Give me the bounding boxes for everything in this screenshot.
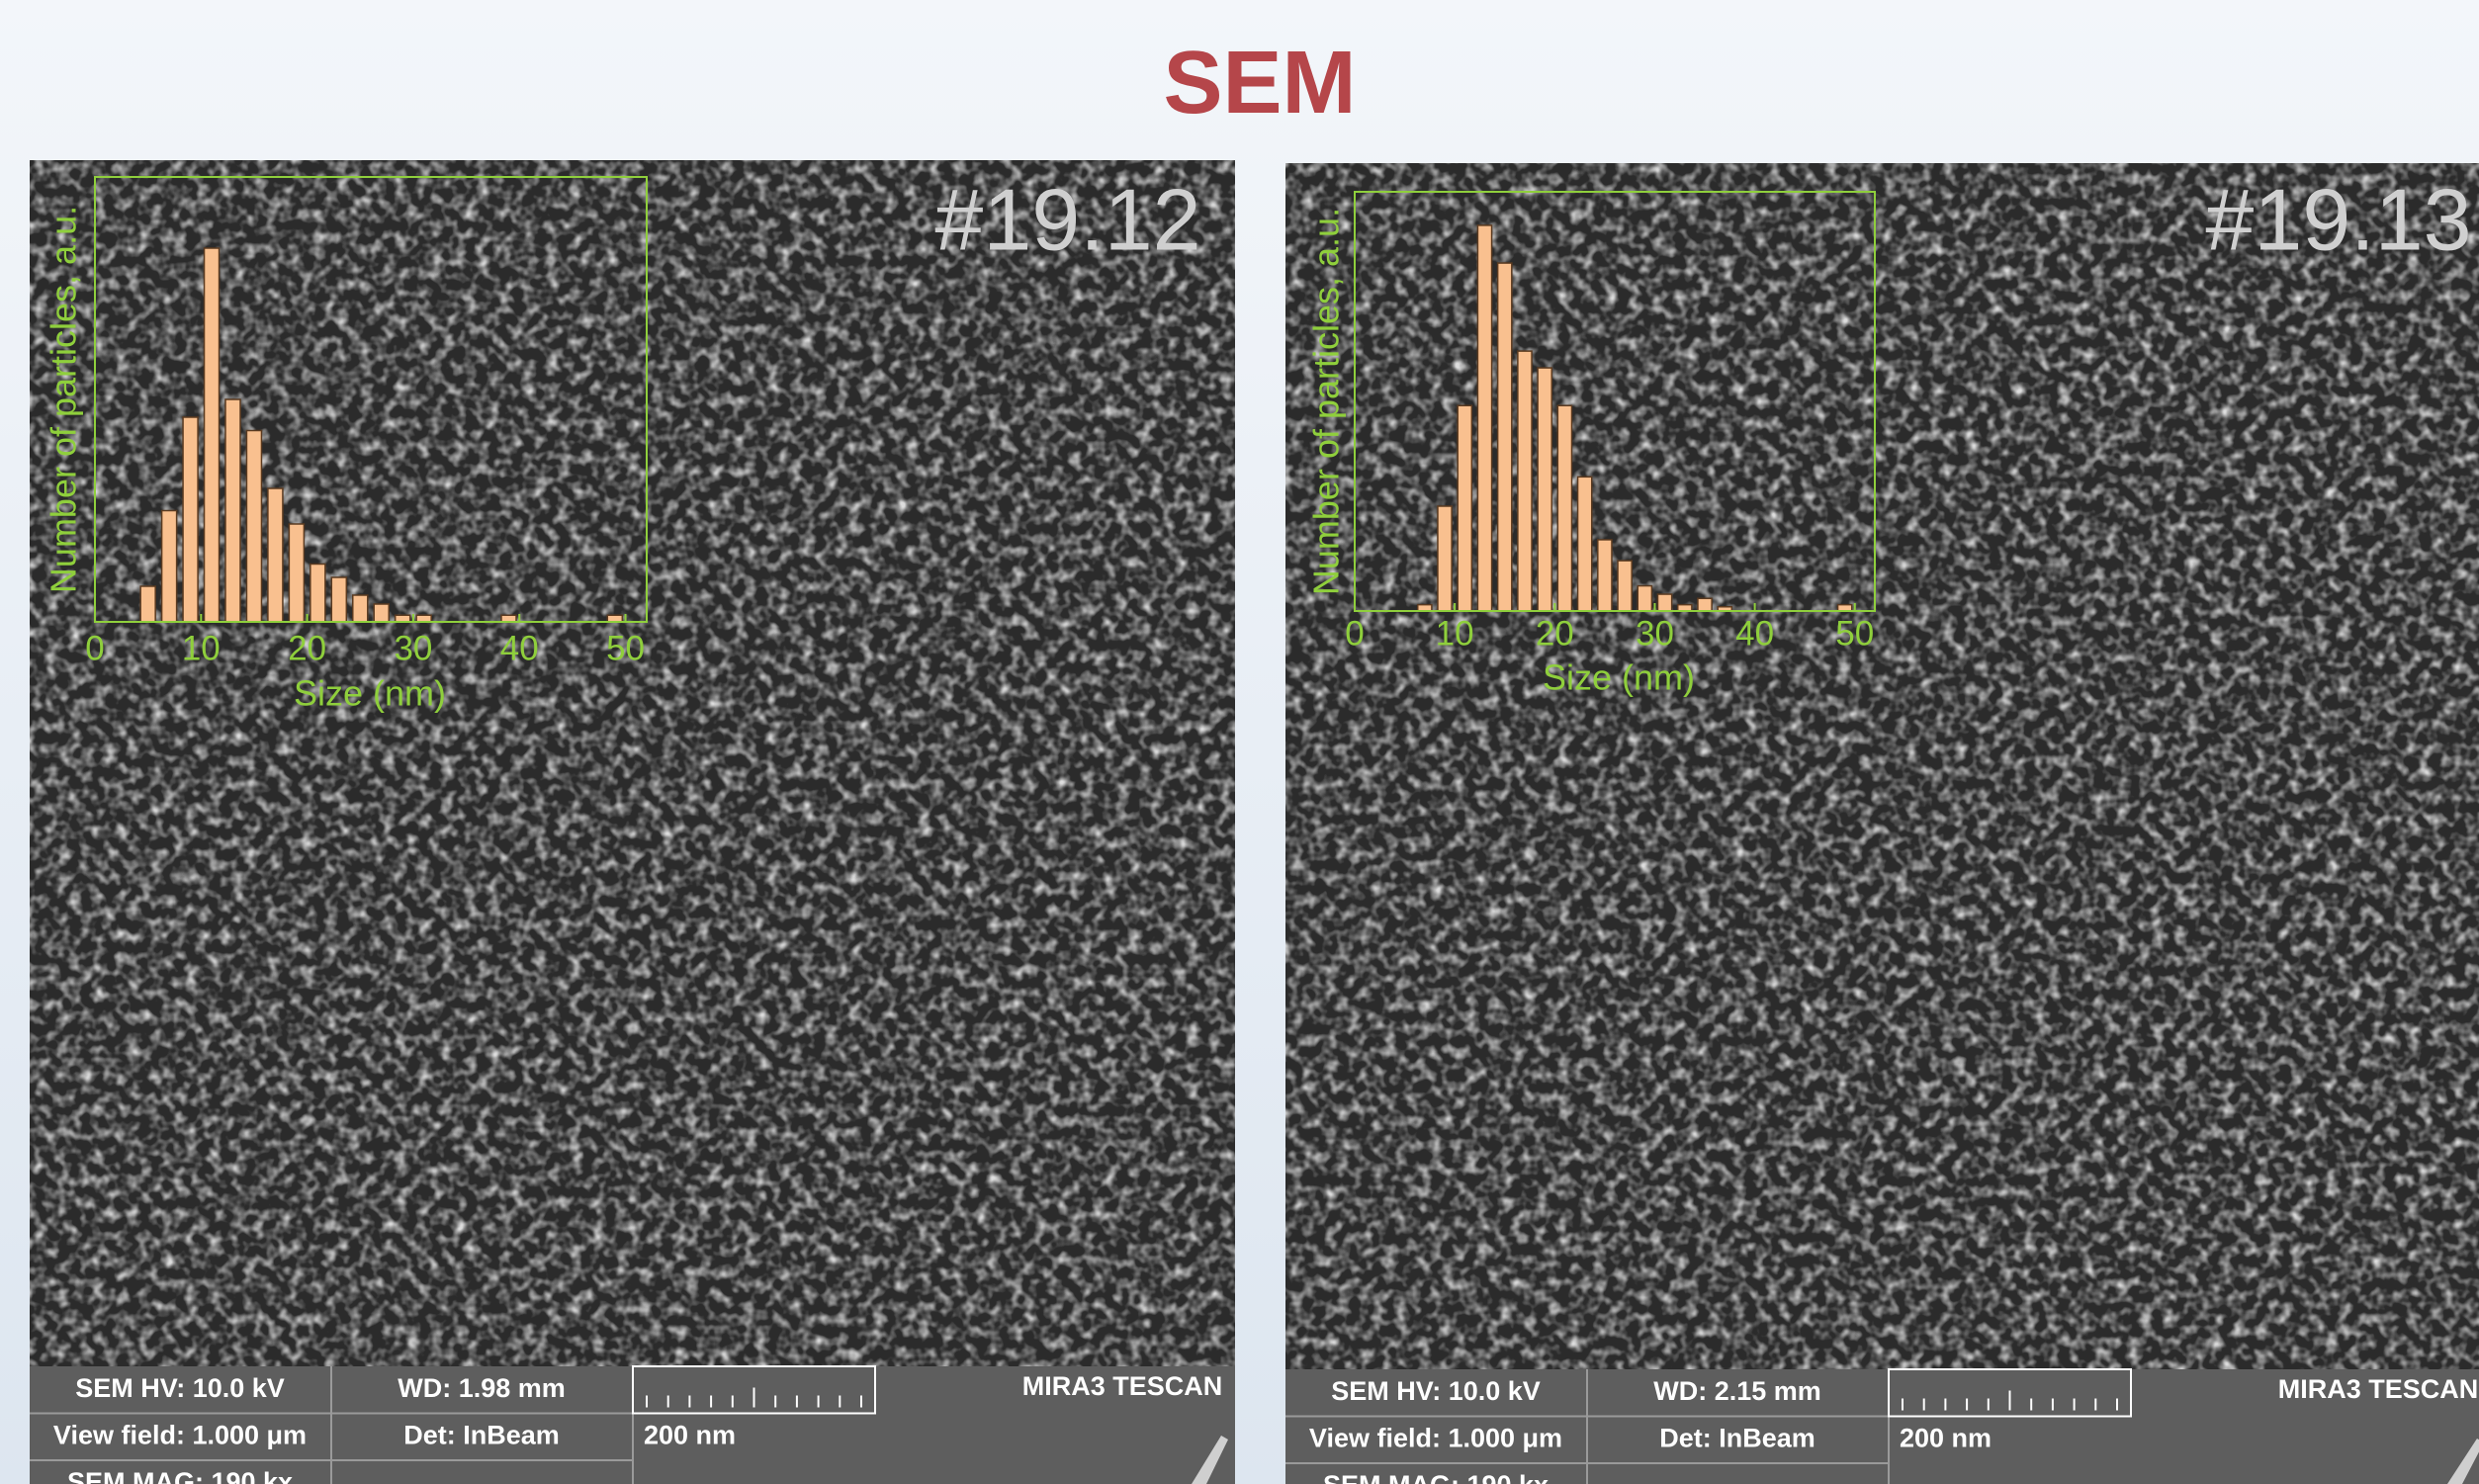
y-axis-label: Number of particles, a.u.	[44, 206, 84, 593]
x-tick-label: 40	[1735, 614, 1774, 653]
info-text: MIRA3 TESCAN	[1022, 1371, 1223, 1401]
x-tick-label: 40	[500, 629, 539, 667]
info-text: SEM HV: 10.0 kV	[75, 1373, 285, 1403]
info-text: SEM MAG: 190 kx	[67, 1467, 293, 1484]
histogram-bar	[225, 399, 240, 622]
histogram-bar	[246, 431, 261, 623]
histogram-bar	[1458, 405, 1471, 611]
x-tick-label: 10	[182, 629, 221, 667]
info-text: Det: InBeam	[1659, 1423, 1815, 1452]
histogram-bar	[1578, 477, 1592, 611]
info-text: MIRA3 TESCAN	[2278, 1374, 2479, 1404]
x-axis-label: Size (nm)	[294, 673, 446, 714]
slide: SEM #19.12 SEM HV: 10.0 kV WD: 1.98 mm View…	[0, 0, 2479, 1484]
info-text: Det: InBeam	[403, 1420, 560, 1449]
histogram-bar	[331, 577, 346, 622]
histogram-bar	[1698, 598, 1712, 611]
sample-label: #19.13	[2205, 170, 2471, 268]
histogram-bar	[1477, 225, 1491, 611]
histogram-bar	[396, 615, 410, 622]
histogram-bar	[1438, 506, 1452, 611]
histogram-bar	[1638, 586, 1651, 611]
x-tick-label: 30	[1636, 614, 1674, 653]
histogram-bar	[416, 615, 431, 622]
histogram-bar	[1598, 540, 1612, 611]
y-axis-label: Number of particles, a.u.	[1306, 208, 1347, 595]
histogram-bar	[268, 488, 283, 622]
histogram-bar	[1518, 351, 1532, 611]
x-tick-label: 0	[85, 629, 104, 667]
x-tick-label: 0	[1345, 614, 1364, 653]
histogram-bar	[1538, 368, 1551, 611]
x-tick-label: 50	[1835, 614, 1874, 653]
info-text: View field: 1.000 μm	[53, 1420, 307, 1449]
histogram-bar	[1618, 561, 1632, 611]
x-tick-label: 20	[1536, 614, 1574, 653]
histogram-bar	[205, 248, 220, 622]
info-text: SEM HV: 10.0 kV	[1331, 1376, 1541, 1406]
histogram-bar	[1657, 594, 1671, 611]
histogram-bar	[310, 565, 325, 623]
info-text: View field: 1.000 μm	[1309, 1423, 1562, 1452]
info-text: WD: 2.15 mm	[1653, 1376, 1821, 1406]
info-text: 200 nm	[644, 1420, 736, 1449]
histogram-bar	[1498, 263, 1512, 611]
histogram-bar	[140, 586, 155, 622]
x-tick-label: 50	[606, 629, 645, 667]
info-text: SEM MAG: 190 kx	[1323, 1470, 1549, 1484]
x-tick-label: 20	[288, 629, 326, 667]
histogram-bar	[353, 595, 368, 622]
histogram-bar	[607, 615, 622, 622]
histogram-bar	[374, 604, 389, 622]
x-axis-label: Size (nm)	[1543, 657, 1695, 698]
sem-texture	[1285, 163, 2479, 1484]
slide-title: SEM	[1163, 34, 1356, 132]
x-tick-label: 10	[1436, 614, 1474, 653]
histogram-bar	[183, 417, 198, 622]
histogram-bar	[289, 524, 304, 622]
info-text: WD: 1.98 mm	[398, 1373, 566, 1403]
histogram-bar	[1557, 405, 1571, 611]
info-text: 200 nm	[1900, 1423, 1992, 1452]
histogram-bar	[162, 511, 177, 623]
histogram-bar	[501, 615, 516, 622]
sample-label: #19.12	[934, 170, 1200, 268]
x-tick-label: 30	[394, 629, 432, 667]
